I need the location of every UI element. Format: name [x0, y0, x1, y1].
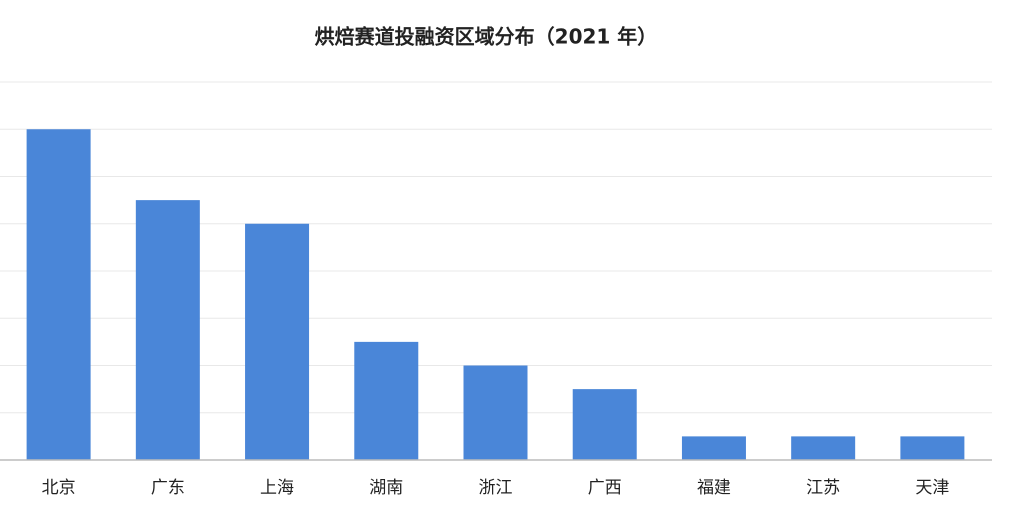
x-tick-label: 福建: [697, 478, 731, 498]
bar: [791, 436, 856, 460]
bar: [681, 436, 746, 460]
bar: [245, 223, 310, 460]
x-tick-label: 江苏: [806, 478, 840, 498]
bar: [572, 389, 637, 460]
x-tick-label: 广东: [151, 478, 185, 498]
chart-title: 烘焙赛道投融资区域分布（2021 年）: [315, 25, 658, 49]
x-tick-label: 浙江: [479, 478, 513, 498]
bar: [135, 200, 200, 460]
x-tick-label: 上海: [260, 478, 294, 498]
x-tick-label: 湖南: [369, 478, 403, 498]
x-tick-label: 广西: [588, 478, 622, 498]
bar: [463, 365, 528, 460]
bar: [900, 436, 965, 460]
x-tick-label: 北京: [42, 478, 76, 498]
bar: [354, 341, 419, 460]
x-tick-label: 天津: [915, 478, 949, 498]
bar: [26, 129, 91, 460]
